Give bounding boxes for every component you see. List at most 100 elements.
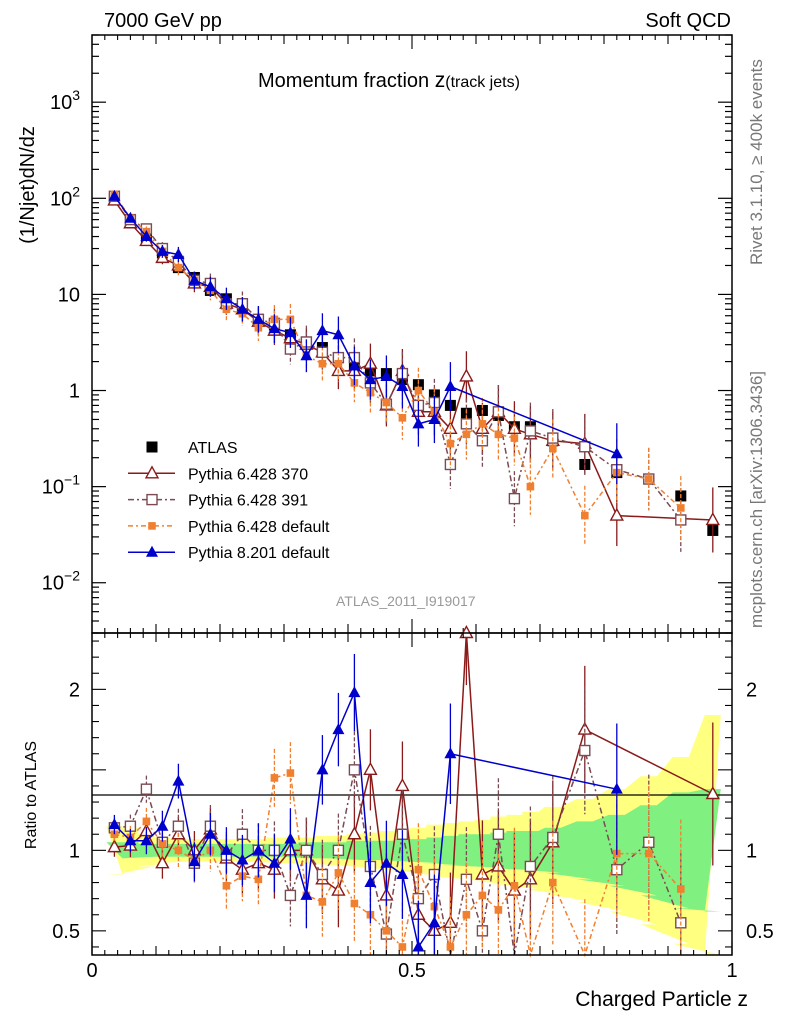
data-point [124, 211, 137, 223]
data-point [396, 380, 409, 392]
x-tick-label: 1 [726, 960, 737, 982]
series-pythia-8-201-default [108, 653, 623, 955]
data-point [334, 869, 343, 877]
data-point [380, 369, 393, 381]
ratio-panel: 0.5 0.5 1 1 2 2 Ratio to ATLAS [23, 625, 774, 958]
series-atlas [108, 192, 719, 536]
data-point [348, 359, 361, 371]
ratio-y-tick-label: 1 [69, 840, 80, 862]
legend-item: Pythia 8.201 default [128, 545, 330, 562]
data-point [222, 881, 231, 890]
data-point [492, 828, 505, 840]
data-point [459, 368, 474, 382]
data-point [334, 359, 343, 368]
data-point [204, 280, 217, 292]
data-point [524, 860, 537, 873]
y-tick-label: 102 [50, 183, 80, 210]
y-tick-label: 1 [69, 381, 80, 403]
ratio-y-tick-label-right: 2 [746, 679, 757, 701]
data-point [108, 189, 121, 201]
data-point [172, 774, 185, 786]
main-y-axis-label: (1/Njet)dN/dz [17, 126, 39, 244]
data-point [236, 302, 249, 314]
data-point [414, 386, 423, 395]
data-point [523, 871, 538, 885]
data-point [350, 899, 359, 908]
data-point [268, 856, 281, 868]
data-point [220, 292, 233, 304]
ratio-y-tick-label-right: 1 [746, 840, 757, 862]
data-point [156, 244, 169, 256]
data-point [332, 328, 345, 340]
data-point [382, 927, 391, 935]
legend-item: Pythia 6.428 391 [128, 493, 308, 510]
data-point [395, 777, 410, 792]
y-tick-label: 10−2 [42, 568, 80, 595]
data-point [446, 439, 455, 448]
legend: ATLAS Pythia 6.428 370 Pythia 6.428 391 Pyt… [128, 440, 330, 562]
data-point [364, 373, 377, 385]
data-point [316, 324, 329, 336]
data-point [300, 888, 313, 900]
data-point [677, 504, 685, 512]
data-point [478, 420, 487, 428]
data-point [581, 511, 589, 520]
data-point [316, 763, 329, 775]
data-point [140, 783, 153, 795]
data-point [174, 263, 183, 272]
data-point [398, 943, 407, 951]
x-tick-label: 0 [86, 960, 97, 982]
mcplots-label: mcplots.cern.ch [arXiv:1306.3436] [747, 371, 766, 628]
data-point [174, 846, 183, 855]
data-point [609, 507, 624, 521]
data-point [380, 856, 393, 868]
data-point [645, 475, 653, 483]
data-point [444, 747, 457, 759]
data-point [363, 761, 378, 776]
y-tick-label: 103 [50, 87, 80, 114]
data-point [284, 832, 297, 844]
data-point [577, 721, 592, 735]
watermark: ATLAS_2011_I919017 [336, 593, 476, 609]
data-point [124, 834, 137, 846]
data-point [140, 834, 153, 846]
data-point [284, 326, 297, 338]
data-point [155, 855, 170, 869]
ratio-y-tick-label: 2 [69, 679, 80, 701]
data-point [524, 425, 537, 437]
data-point [510, 434, 519, 442]
data-point [236, 853, 249, 865]
data-point [398, 414, 407, 422]
data-point [268, 322, 281, 334]
data-point [414, 865, 423, 874]
data-point [220, 843, 233, 855]
title-main: Momentum fraction [258, 70, 435, 92]
data-point [428, 916, 441, 928]
legend-item: Pythia 6.428 default [128, 519, 330, 536]
data-point [252, 843, 265, 855]
data-point [332, 723, 345, 735]
data-point [286, 769, 295, 777]
data-point [172, 820, 185, 832]
data-point [347, 826, 362, 840]
data-point [462, 910, 471, 919]
data-point [204, 827, 217, 839]
ratio-y-axis-label: Ratio to ATLAS [23, 741, 40, 849]
data-point [428, 412, 441, 424]
legend-label: ATLAS [188, 440, 238, 457]
ratio-y-tick-label: 0.5 [52, 921, 80, 943]
legend-label: Pythia 6.428 default [188, 519, 330, 536]
data-point [188, 273, 201, 285]
data-point [300, 844, 313, 857]
y-tick-label: 10−1 [42, 472, 80, 499]
data-point [444, 380, 457, 392]
data-point [494, 430, 503, 439]
data-point [108, 818, 121, 830]
data-point [270, 774, 279, 782]
data-point [549, 878, 557, 887]
data-point [610, 447, 623, 459]
legend-item: ATLAS [146, 440, 238, 457]
data-point [478, 891, 487, 900]
data-point [348, 764, 361, 776]
data-point [494, 906, 503, 914]
